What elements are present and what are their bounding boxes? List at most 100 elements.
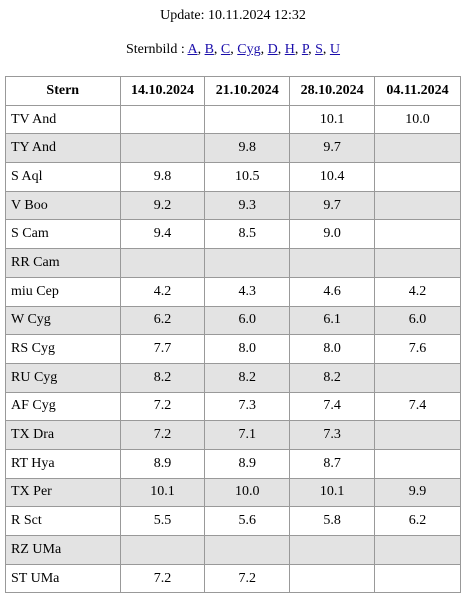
column-header: 21.10.2024	[204, 76, 291, 106]
star-name: ST UMa	[5, 563, 121, 594]
magnitude-cell: 8.0	[289, 334, 376, 364]
magnitude-cell	[374, 563, 461, 594]
star-name: RS Cyg	[5, 334, 121, 364]
magnitude-cell: 6.2	[119, 305, 206, 336]
table-row: TV And 10.1 10.0	[5, 104, 461, 135]
magnitude-cell: 4.2	[374, 276, 461, 307]
table-row: V Boo 9.2 9.3 9.7	[5, 190, 461, 221]
magnitude-cell: 7.6	[374, 334, 461, 364]
constellation-link[interactable]: S	[315, 42, 323, 57]
table-row: S Cam 9.4 8.5 9.0	[5, 219, 461, 250]
magnitude-cell	[374, 162, 461, 192]
star-name: TX Dra	[5, 420, 121, 450]
column-header: 14.10.2024	[119, 76, 206, 106]
magnitude-cell	[289, 563, 376, 594]
magnitude-cell: 6.0	[204, 305, 291, 336]
star-name: S Cam	[5, 219, 121, 250]
magnitude-cell: 5.6	[204, 506, 291, 536]
header-row: Stern 14.10.2024 21.10.2024 28.10.2024 04.11…	[5, 76, 461, 106]
magnitude-cell	[374, 190, 461, 221]
magnitude-cell	[119, 104, 206, 135]
magnitude-cell: 5.8	[289, 506, 376, 536]
constellation-link[interactable]: B	[204, 42, 214, 57]
magnitude-cell	[374, 448, 461, 479]
table-row: miu Cep 4.2 4.3 4.6 4.2	[5, 276, 461, 307]
table-row: RU Cyg 8.2 8.2 8.2	[5, 362, 461, 393]
magnitude-cell	[204, 104, 291, 135]
constellation-link[interactable]: C	[220, 42, 231, 57]
magnitude-cell	[374, 133, 461, 164]
constellation-link[interactable]: U	[329, 42, 341, 57]
constellation-link[interactable]: Cyg	[237, 42, 261, 57]
magnitude-cell: 7.2	[119, 563, 206, 594]
separator: ,	[230, 42, 234, 57]
magnitude-cell: 9.8	[204, 133, 291, 164]
magnitude-cell: 7.7	[119, 334, 206, 364]
table-body: TV And 10.1 10.0 TY And 9.8 9.7 S Aql 9.8 10.5 10…	[5, 104, 461, 594]
table-row: RR Cam	[5, 248, 461, 278]
magnitude-cell	[119, 133, 206, 164]
constellation-link[interactable]: D	[267, 42, 278, 57]
magnitude-cell: 10.1	[289, 477, 376, 508]
magnitude-cell: 7.4	[374, 391, 461, 422]
magnitude-cell	[374, 362, 461, 393]
magnitude-cell: 9.9	[374, 477, 461, 508]
magnitude-cell	[374, 248, 461, 278]
magnitude-cell	[289, 248, 376, 278]
constellation-link[interactable]: P	[301, 42, 309, 57]
magnitude-cell: 7.4	[289, 391, 376, 422]
star-name: RU Cyg	[5, 362, 121, 393]
magnitude-cell	[289, 535, 376, 565]
table-row: RS Cyg 7.7 8.0 8.0 7.6	[5, 334, 461, 364]
separator: ,	[308, 42, 312, 57]
separator: ,	[213, 42, 218, 57]
link-list: A, B, C, Cyg, D, H, P, S, U	[187, 42, 340, 57]
table-row: RT Hya 8.9 8.9 8.7	[5, 448, 461, 479]
magnitude-cell	[119, 535, 206, 565]
magnitude-cell: 8.2	[289, 362, 376, 393]
star-name: TV And	[5, 104, 121, 135]
magnitude-cell: 8.2	[119, 362, 206, 393]
update-text: Update: 10.11.2024 12:32	[160, 8, 306, 23]
magnitude-cell: 8.2	[204, 362, 291, 393]
magnitude-cell: 7.2	[119, 391, 206, 422]
column-header: 04.11.2024	[374, 76, 461, 106]
column-header: 28.10.2024	[289, 76, 376, 106]
magnitude-cell: 4.3	[204, 276, 291, 307]
magnitude-cell: 5.5	[119, 506, 206, 536]
column-header: Stern	[5, 76, 121, 106]
magnitude-cell: 10.1	[119, 477, 206, 508]
magnitude-cell	[204, 535, 291, 565]
magnitude-cell: 6.2	[374, 506, 461, 536]
magnitude-cell: 9.3	[204, 190, 291, 221]
star-name: V Boo	[5, 190, 121, 221]
magnitude-cell: 8.9	[119, 448, 206, 479]
separator: ,	[294, 42, 299, 57]
magnitude-cell: 7.2	[119, 420, 206, 450]
separator: ,	[322, 42, 327, 57]
table-row: AF Cyg 7.2 7.3 7.4 7.4	[5, 391, 461, 422]
magnitude-cell: 8.7	[289, 448, 376, 479]
star-name: RR Cam	[5, 248, 121, 278]
table-row: TY And 9.8 9.7	[5, 133, 461, 164]
magnitude-cell: 9.8	[119, 162, 206, 192]
table-row: W Cyg 6.2 6.0 6.1 6.0	[5, 305, 461, 336]
magnitude-cell	[119, 248, 206, 278]
star-name: TY And	[5, 133, 121, 164]
magnitude-cell: 6.0	[374, 305, 461, 336]
magnitude-cell: 10.0	[374, 104, 461, 135]
star-name: miu Cep	[5, 276, 121, 307]
star-name: AF Cyg	[5, 391, 121, 422]
star-name: RZ UMa	[5, 535, 121, 565]
magnitude-cell: 7.1	[204, 420, 291, 450]
magnitude-cell: 8.0	[204, 334, 291, 364]
magnitude-cell: 10.1	[289, 104, 376, 135]
sternbild-nav: Sternbild : A, B, C, Cyg, D, H, P, S, U	[0, 42, 466, 58]
constellation-link[interactable]: A	[187, 42, 198, 57]
magnitude-cell: 9.0	[289, 219, 376, 250]
magnitude-cell: 9.2	[119, 190, 206, 221]
separator: ,	[197, 42, 202, 57]
star-table: Stern 14.10.2024 21.10.2024 28.10.2024 04.11…	[5, 76, 461, 594]
constellation-link[interactable]: H	[284, 42, 295, 57]
